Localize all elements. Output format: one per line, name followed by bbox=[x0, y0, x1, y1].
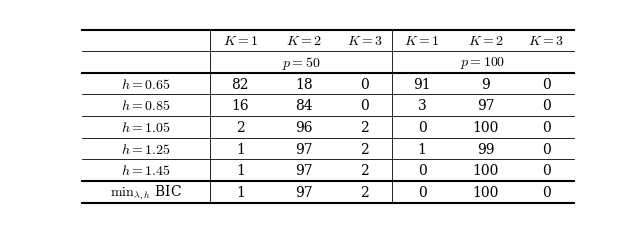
Text: 84: 84 bbox=[295, 99, 313, 113]
Text: 100: 100 bbox=[473, 185, 499, 199]
Text: 2: 2 bbox=[360, 142, 369, 156]
Text: 97: 97 bbox=[477, 99, 495, 113]
Text: $h=0.85$: $h=0.85$ bbox=[122, 99, 171, 113]
Text: 9: 9 bbox=[481, 77, 490, 91]
Text: 0: 0 bbox=[418, 164, 426, 178]
Text: 100: 100 bbox=[473, 164, 499, 178]
Text: 0: 0 bbox=[542, 164, 551, 178]
Text: 99: 99 bbox=[477, 142, 495, 156]
Text: 1: 1 bbox=[418, 142, 426, 156]
Text: $p=50$: $p=50$ bbox=[282, 54, 320, 71]
Text: 2: 2 bbox=[360, 164, 369, 178]
Text: 97: 97 bbox=[295, 164, 313, 178]
Text: $K=3$: $K=3$ bbox=[347, 34, 383, 48]
Text: 16: 16 bbox=[232, 99, 249, 113]
Text: $h=1.05$: $h=1.05$ bbox=[122, 121, 171, 134]
Text: 0: 0 bbox=[542, 185, 551, 199]
Text: 100: 100 bbox=[473, 121, 499, 134]
Text: 0: 0 bbox=[360, 77, 369, 91]
Text: $K=1$: $K=1$ bbox=[404, 34, 440, 48]
Text: 2: 2 bbox=[360, 121, 369, 134]
Text: 1: 1 bbox=[236, 164, 244, 178]
Text: 3: 3 bbox=[418, 99, 426, 113]
Text: 0: 0 bbox=[418, 185, 426, 199]
Text: 0: 0 bbox=[360, 99, 369, 113]
Text: $K=3$: $K=3$ bbox=[529, 34, 564, 48]
Text: 0: 0 bbox=[542, 121, 551, 134]
Text: $h=1.45$: $h=1.45$ bbox=[122, 164, 171, 178]
Text: $h=1.25$: $h=1.25$ bbox=[122, 142, 171, 156]
Text: 1: 1 bbox=[236, 142, 244, 156]
Text: 0: 0 bbox=[542, 99, 551, 113]
Text: 2: 2 bbox=[360, 185, 369, 199]
Text: $\mathrm{min}_{\lambda,h}$ BIC: $\mathrm{min}_{\lambda,h}$ BIC bbox=[110, 183, 182, 201]
Text: 97: 97 bbox=[295, 142, 313, 156]
Text: $K=2$: $K=2$ bbox=[468, 34, 504, 48]
Text: 1: 1 bbox=[236, 185, 244, 199]
Text: 82: 82 bbox=[232, 77, 249, 91]
Text: $K=2$: $K=2$ bbox=[286, 34, 322, 48]
Text: 0: 0 bbox=[418, 121, 426, 134]
Text: 91: 91 bbox=[413, 77, 431, 91]
Text: $h=0.65$: $h=0.65$ bbox=[122, 77, 171, 91]
Text: 18: 18 bbox=[295, 77, 313, 91]
Text: $K=1$: $K=1$ bbox=[223, 34, 258, 48]
Text: 97: 97 bbox=[295, 185, 313, 199]
Text: 96: 96 bbox=[295, 121, 313, 134]
Text: 0: 0 bbox=[542, 142, 551, 156]
Text: 2: 2 bbox=[236, 121, 244, 134]
Text: 0: 0 bbox=[542, 77, 551, 91]
Text: $p=100$: $p=100$ bbox=[460, 55, 506, 71]
